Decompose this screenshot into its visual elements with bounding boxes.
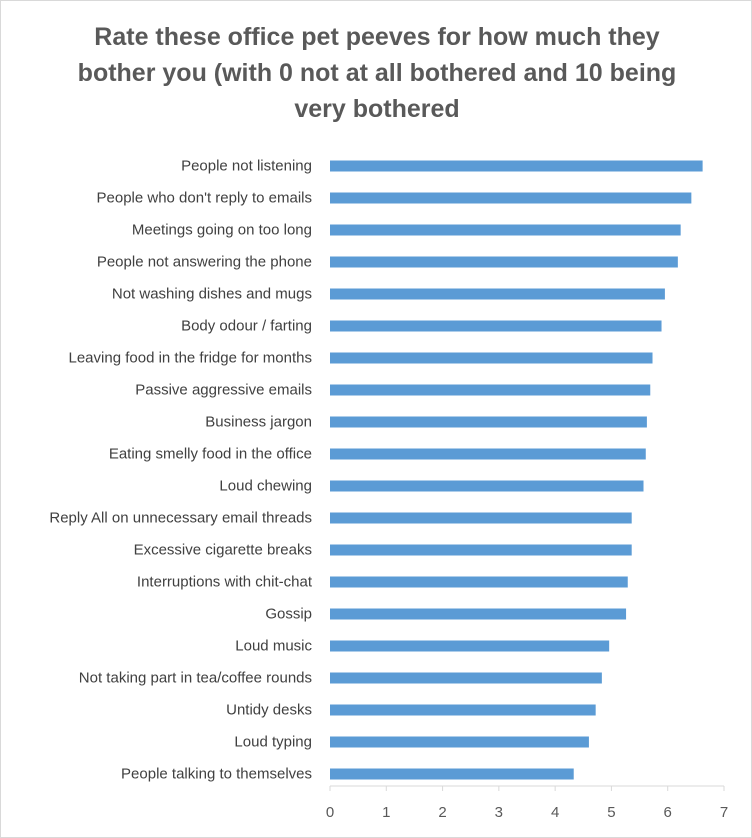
category-label: Reply All on unnecessary email threads bbox=[49, 510, 312, 527]
bar bbox=[330, 384, 651, 396]
bar bbox=[330, 416, 647, 428]
bar bbox=[330, 224, 681, 236]
category-label: Gossip bbox=[265, 606, 312, 623]
bar bbox=[330, 704, 596, 716]
bar bbox=[330, 256, 678, 268]
tick-label: 7 bbox=[720, 804, 728, 821]
bar bbox=[330, 448, 646, 460]
category-label: People talking to themselves bbox=[121, 766, 312, 783]
category-label: Passive aggressive emails bbox=[135, 382, 312, 399]
category-label: Not washing dishes and mugs bbox=[112, 286, 312, 303]
bars-group bbox=[330, 160, 703, 780]
category-label: Eating smelly food in the office bbox=[109, 446, 312, 463]
tick-label: 4 bbox=[551, 804, 559, 821]
category-label: Not taking part in tea/coffee rounds bbox=[79, 670, 312, 687]
bar bbox=[330, 352, 653, 364]
x-ticks: 0 1 2 3 4 5 6 7 bbox=[326, 786, 728, 821]
bar bbox=[330, 576, 628, 588]
tick-label: 2 bbox=[438, 804, 446, 821]
bar bbox=[330, 160, 703, 172]
tick-label: 1 bbox=[382, 804, 390, 821]
category-label: People not listening bbox=[181, 158, 312, 175]
category-label: Loud music bbox=[235, 638, 312, 655]
tick-label: 3 bbox=[495, 804, 503, 821]
category-label: Meetings going on too long bbox=[132, 222, 312, 239]
category-labels: People not listening People who don't rep… bbox=[49, 158, 312, 783]
category-label: Interruptions with chit-chat bbox=[137, 574, 313, 591]
category-label: Body odour / farting bbox=[181, 318, 312, 335]
category-label: Leaving food in the fridge for months bbox=[69, 350, 313, 367]
bar bbox=[330, 192, 692, 204]
category-label: Untidy desks bbox=[226, 702, 312, 719]
category-label: Loud typing bbox=[234, 734, 312, 751]
bar bbox=[330, 736, 589, 748]
bar bbox=[330, 320, 662, 332]
bar bbox=[330, 480, 644, 492]
chart-title: Rate these office pet peeves for how muc… bbox=[77, 23, 677, 123]
category-label: People not answering the phone bbox=[97, 254, 312, 271]
bar bbox=[330, 544, 632, 556]
category-label: Loud chewing bbox=[219, 478, 312, 495]
bar bbox=[330, 768, 574, 780]
category-label: Excessive cigarette breaks bbox=[134, 542, 312, 559]
bar bbox=[330, 608, 627, 620]
bar bbox=[330, 512, 632, 524]
tick-label: 5 bbox=[607, 804, 615, 821]
category-label: People who don't reply to emails bbox=[97, 190, 313, 207]
bar bbox=[330, 672, 602, 684]
tick-label: 6 bbox=[664, 804, 672, 821]
tick-label: 0 bbox=[326, 804, 334, 821]
bar bbox=[330, 288, 665, 300]
bar bbox=[330, 640, 610, 652]
category-label: Business jargon bbox=[205, 414, 312, 431]
